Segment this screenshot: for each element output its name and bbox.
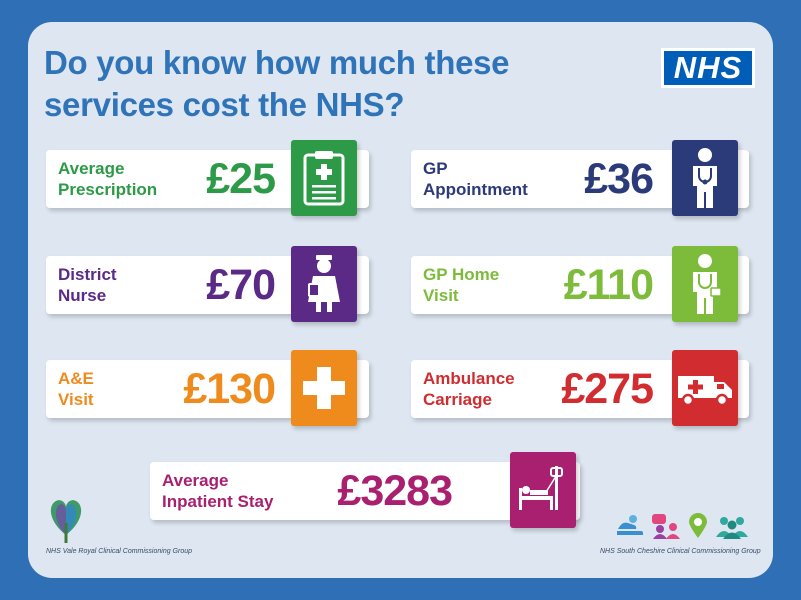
prescription-clipboard-icon: [291, 140, 357, 216]
service-price: £70: [206, 261, 276, 309]
service-price: £110: [563, 261, 654, 309]
service-price: £25: [206, 155, 276, 203]
group-people-icon: [716, 517, 748, 539]
footer-left-text: NHS Vale Royal Clinical Commissioning Gr…: [46, 548, 193, 555]
home-visit-doctor-icon: [672, 246, 738, 322]
service-label: Average Inpatient Stay: [162, 471, 274, 511]
hands-icon: [617, 515, 643, 535]
service-price: £3283: [337, 467, 453, 515]
service-card-prescription: Average Prescription £25: [46, 140, 369, 216]
ambulance-icon: [672, 350, 738, 426]
service-card-gp-home-visit: GP Home Visit £110: [411, 246, 749, 322]
service-card-ae-visit: A&E Visit £130: [46, 350, 369, 426]
doctor-icon: [672, 140, 738, 216]
vale-royal-ccg-logo: [46, 495, 86, 550]
service-price: £130: [183, 365, 276, 413]
service-label: GP Appointment: [423, 159, 528, 199]
service-label: GP Home Visit: [423, 265, 500, 305]
people-chat-icon: [652, 514, 680, 539]
title-line-1: Do you know how much these: [44, 44, 510, 81]
south-cheshire-ccg-logo: [615, 513, 749, 539]
title-line-2: services cost the NHS?: [44, 86, 405, 123]
service-price: £36: [584, 155, 654, 203]
service-card-ambulance: Ambulance Carriage £275: [411, 350, 749, 426]
page-title: Do you know how much these services cost…: [44, 42, 510, 126]
hospital-bed-icon: [510, 452, 576, 528]
service-price: £275: [561, 365, 654, 413]
footer-right-text: NHS South Cheshire Clinical Commissionin…: [600, 548, 761, 555]
service-card-inpatient-stay: Average Inpatient Stay £3283: [150, 452, 580, 528]
service-card-gp-appointment: GP Appointment £36: [411, 140, 749, 216]
service-label: A&E Visit: [58, 369, 94, 409]
nurse-icon: [291, 246, 357, 322]
medical-cross-icon: [291, 350, 357, 426]
location-pin-icon: [689, 513, 707, 538]
service-label: District Nurse: [58, 265, 117, 305]
nhs-logo: NHS: [661, 48, 755, 88]
service-card-district-nurse: District Nurse £70: [46, 246, 369, 322]
service-label: Average Prescription: [58, 159, 158, 199]
service-label: Ambulance Carriage: [423, 369, 515, 409]
